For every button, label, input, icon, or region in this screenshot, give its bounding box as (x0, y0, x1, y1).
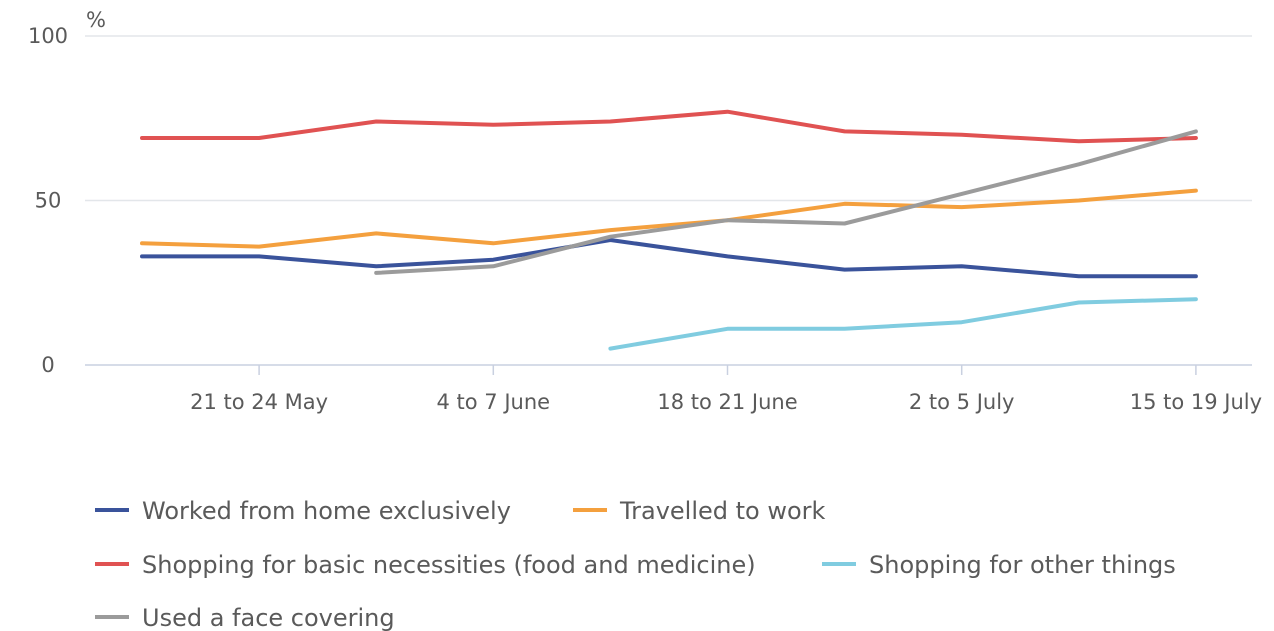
y-tick-label: 50 (35, 189, 62, 213)
x-tick-label: 2 to 5 July (909, 390, 1015, 414)
legend-label: Travelled to work (619, 497, 826, 525)
series-line-2 (140, 109, 1198, 144)
series-line-3 (608, 297, 1198, 351)
x-tick-label: 21 to 24 May (190, 390, 328, 414)
legend: Worked from home exclusively Travelled to… (95, 497, 1176, 631)
y-tick-label: 100 (28, 24, 68, 48)
series-lines (140, 109, 1198, 351)
legend-label: Worked from home exclusively (142, 497, 511, 525)
legend-label: Used a face covering (142, 604, 395, 631)
legend-item: Worked from home exclusively (95, 497, 511, 525)
legend-item: Used a face covering (95, 604, 395, 631)
series-line-1 (140, 188, 1198, 249)
series-line-4 (374, 129, 1198, 275)
x-tick-label: 15 to 19 July (1130, 390, 1262, 414)
legend-item: Shopping for basic necessities (food and… (95, 551, 756, 579)
y-tick-label: 0 (41, 353, 54, 377)
x-tick-label: 4 to 7 June (437, 390, 551, 414)
legend-item: Travelled to work (573, 497, 826, 525)
x-tick-label: 18 to 21 June (657, 390, 797, 414)
axes: % 0 50 100 21 to 24 May 4 to 7 June 18 to 21 … (28, 8, 1262, 414)
y-axis-unit-label: % (86, 8, 106, 32)
legend-label: Shopping for basic necessities (food and… (142, 551, 756, 579)
series-line-0 (140, 238, 1198, 279)
legend-item: Shopping for other things (822, 551, 1176, 579)
legend-label: Shopping for other things (869, 551, 1176, 579)
